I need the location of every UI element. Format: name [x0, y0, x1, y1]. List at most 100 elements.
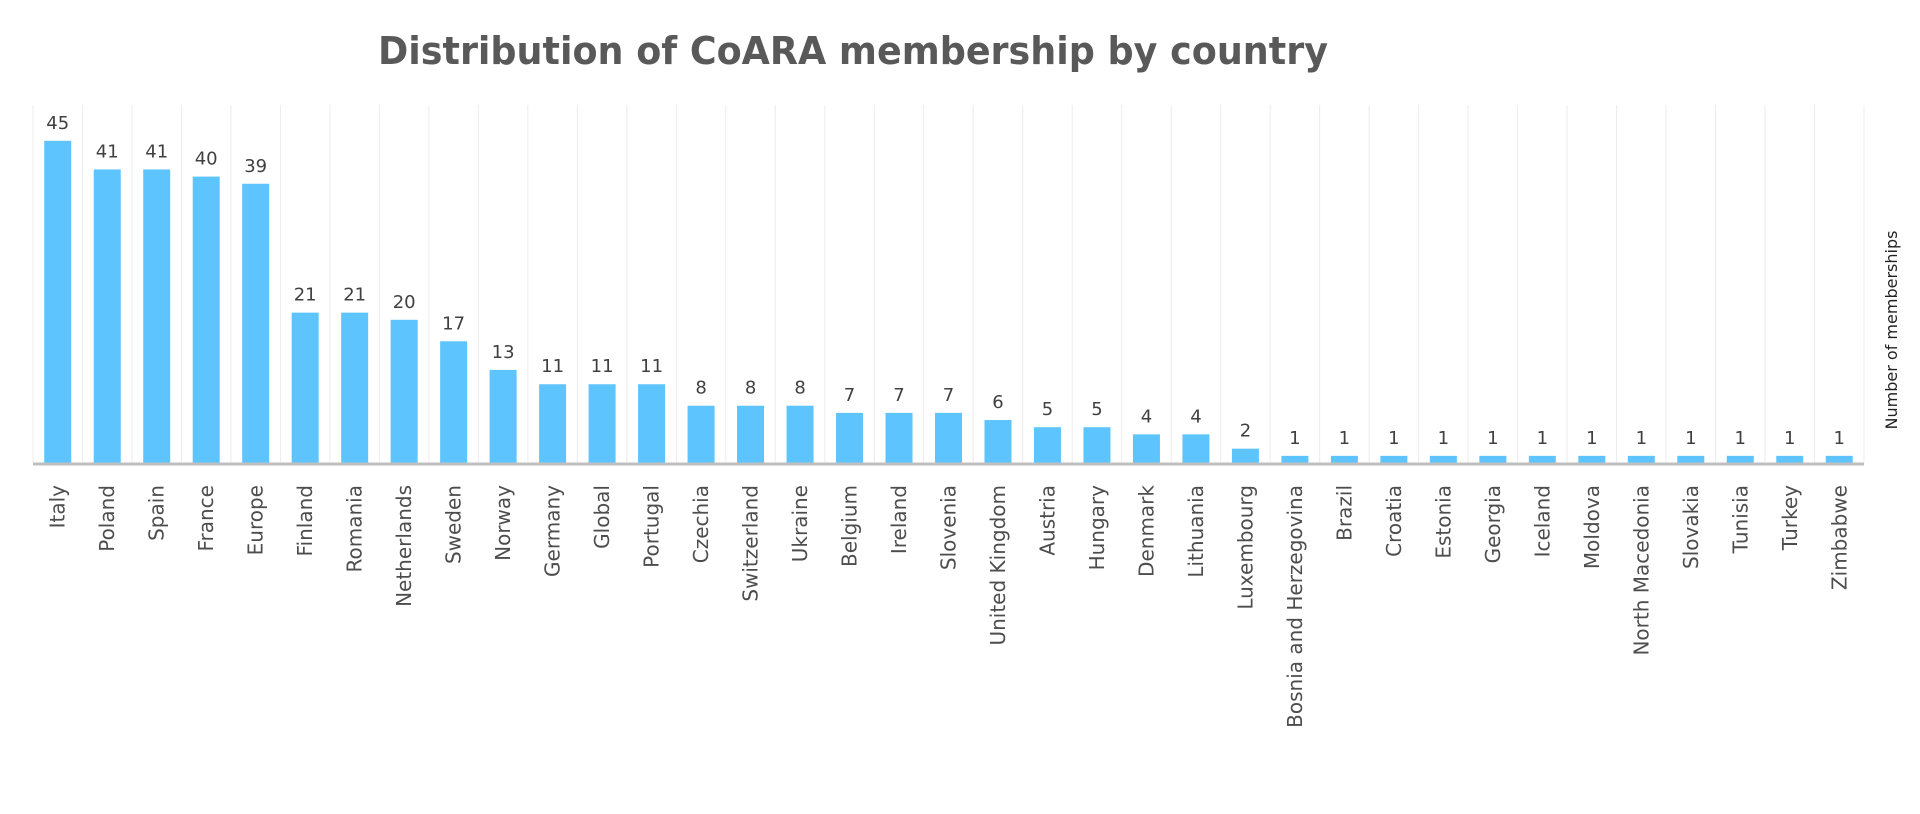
category-label: Poland: [95, 485, 119, 552]
value-label: 1: [1438, 428, 1449, 449]
bar: [737, 405, 765, 463]
category-label: Portugal: [640, 485, 664, 568]
value-label: 8: [745, 378, 756, 399]
bar: [1429, 455, 1457, 463]
bar: [1627, 455, 1655, 463]
category-label: Czechia: [689, 485, 713, 563]
bar: [291, 312, 319, 463]
value-label: 21: [294, 285, 317, 306]
category-label: Slovakia: [1679, 485, 1703, 569]
bar: [836, 412, 864, 463]
value-label: 7: [893, 385, 904, 406]
category-label: Bosnia and Herzegovina: [1283, 485, 1307, 728]
bar: [1330, 455, 1358, 463]
bar: [192, 176, 220, 463]
value-label: 2: [1240, 421, 1251, 442]
category-label: Belgium: [838, 485, 862, 567]
bar: [489, 369, 517, 463]
bar: [1132, 434, 1160, 463]
value-label: 8: [794, 378, 805, 399]
bar: [1578, 455, 1606, 463]
bar: [440, 341, 468, 463]
value-label: 1: [1289, 428, 1300, 449]
category-label: Luxembourg: [1233, 485, 1257, 610]
bar: [143, 169, 171, 463]
category-label: Tunisia: [1728, 485, 1752, 554]
value-label: 1: [1834, 428, 1845, 449]
value-label: 41: [96, 141, 119, 162]
value-label: 8: [695, 378, 706, 399]
bar: [93, 169, 121, 463]
value-label: 1: [1735, 428, 1746, 449]
bar: [1182, 434, 1210, 463]
bar: [1281, 455, 1309, 463]
category-label: North Macedonia: [1629, 485, 1653, 656]
value-label: 7: [844, 385, 855, 406]
category-label: Global: [590, 485, 614, 549]
chart-title: Distribution of CoARA membership by coun…: [378, 29, 1328, 73]
value-label: 11: [591, 356, 614, 377]
category-label: Netherlands: [392, 485, 416, 607]
category-label: Finland: [293, 485, 317, 556]
category-label: Italy: [46, 485, 70, 529]
value-label: 1: [1339, 428, 1350, 449]
category-label: Croatia: [1382, 485, 1406, 557]
category-label: Ukraine: [788, 485, 812, 562]
value-label: 1: [1388, 428, 1399, 449]
category-label: Hungary: [1085, 485, 1109, 571]
gridlines: [32, 105, 1865, 463]
bar: [935, 412, 962, 463]
category-label: Iceland: [1530, 485, 1554, 557]
category-label: Sweden: [442, 485, 466, 564]
bar: [1380, 455, 1408, 463]
value-label: 6: [992, 392, 1003, 413]
category-label: Germany: [541, 485, 565, 577]
bar: [1083, 427, 1111, 463]
value-label: 1: [1784, 428, 1795, 449]
value-label: 11: [640, 356, 663, 377]
category-label: Georgia: [1481, 485, 1505, 563]
category-label: Estonia: [1431, 485, 1455, 559]
value-label: 45: [46, 113, 69, 134]
value-label: 5: [1042, 399, 1053, 420]
bars: [44, 140, 1853, 464]
value-label: 1: [1636, 428, 1647, 449]
bar: [786, 405, 814, 463]
category-label: Ireland: [887, 485, 911, 554]
value-label: 11: [541, 356, 564, 377]
bar: [341, 312, 369, 463]
category-labels: Italy Poland Spain France Europe Finland Roman…: [46, 485, 1852, 728]
value-label: 4: [1190, 406, 1201, 427]
category-label: Austria: [1035, 485, 1059, 556]
bar: [1479, 455, 1507, 463]
value-label: 20: [393, 292, 416, 313]
category-label: Lithuania: [1184, 485, 1208, 578]
bar: [539, 384, 567, 463]
bar: [885, 412, 913, 463]
bar: [1825, 455, 1853, 463]
value-label: 1: [1537, 428, 1548, 449]
bar: [1033, 427, 1061, 463]
bar: [1231, 448, 1259, 463]
value-label: 5: [1091, 399, 1102, 420]
category-label: Romania: [343, 485, 367, 572]
value-label: 41: [145, 141, 168, 162]
value-label: 17: [442, 313, 465, 334]
category-label: Spain: [145, 485, 169, 541]
value-label: 4: [1141, 406, 1152, 427]
bar: [242, 183, 270, 463]
category-label: Moldova: [1580, 485, 1604, 569]
bar: [1776, 455, 1804, 463]
bar: [390, 319, 418, 463]
value-label: 13: [492, 342, 515, 363]
bar: [1528, 455, 1556, 463]
value-label: 21: [343, 285, 366, 306]
bar: [1677, 455, 1705, 463]
bar: [588, 384, 616, 463]
value-label: 1: [1586, 428, 1597, 449]
bar: [638, 384, 666, 463]
value-label: 1: [1685, 428, 1696, 449]
category-label: Europe: [244, 485, 268, 555]
